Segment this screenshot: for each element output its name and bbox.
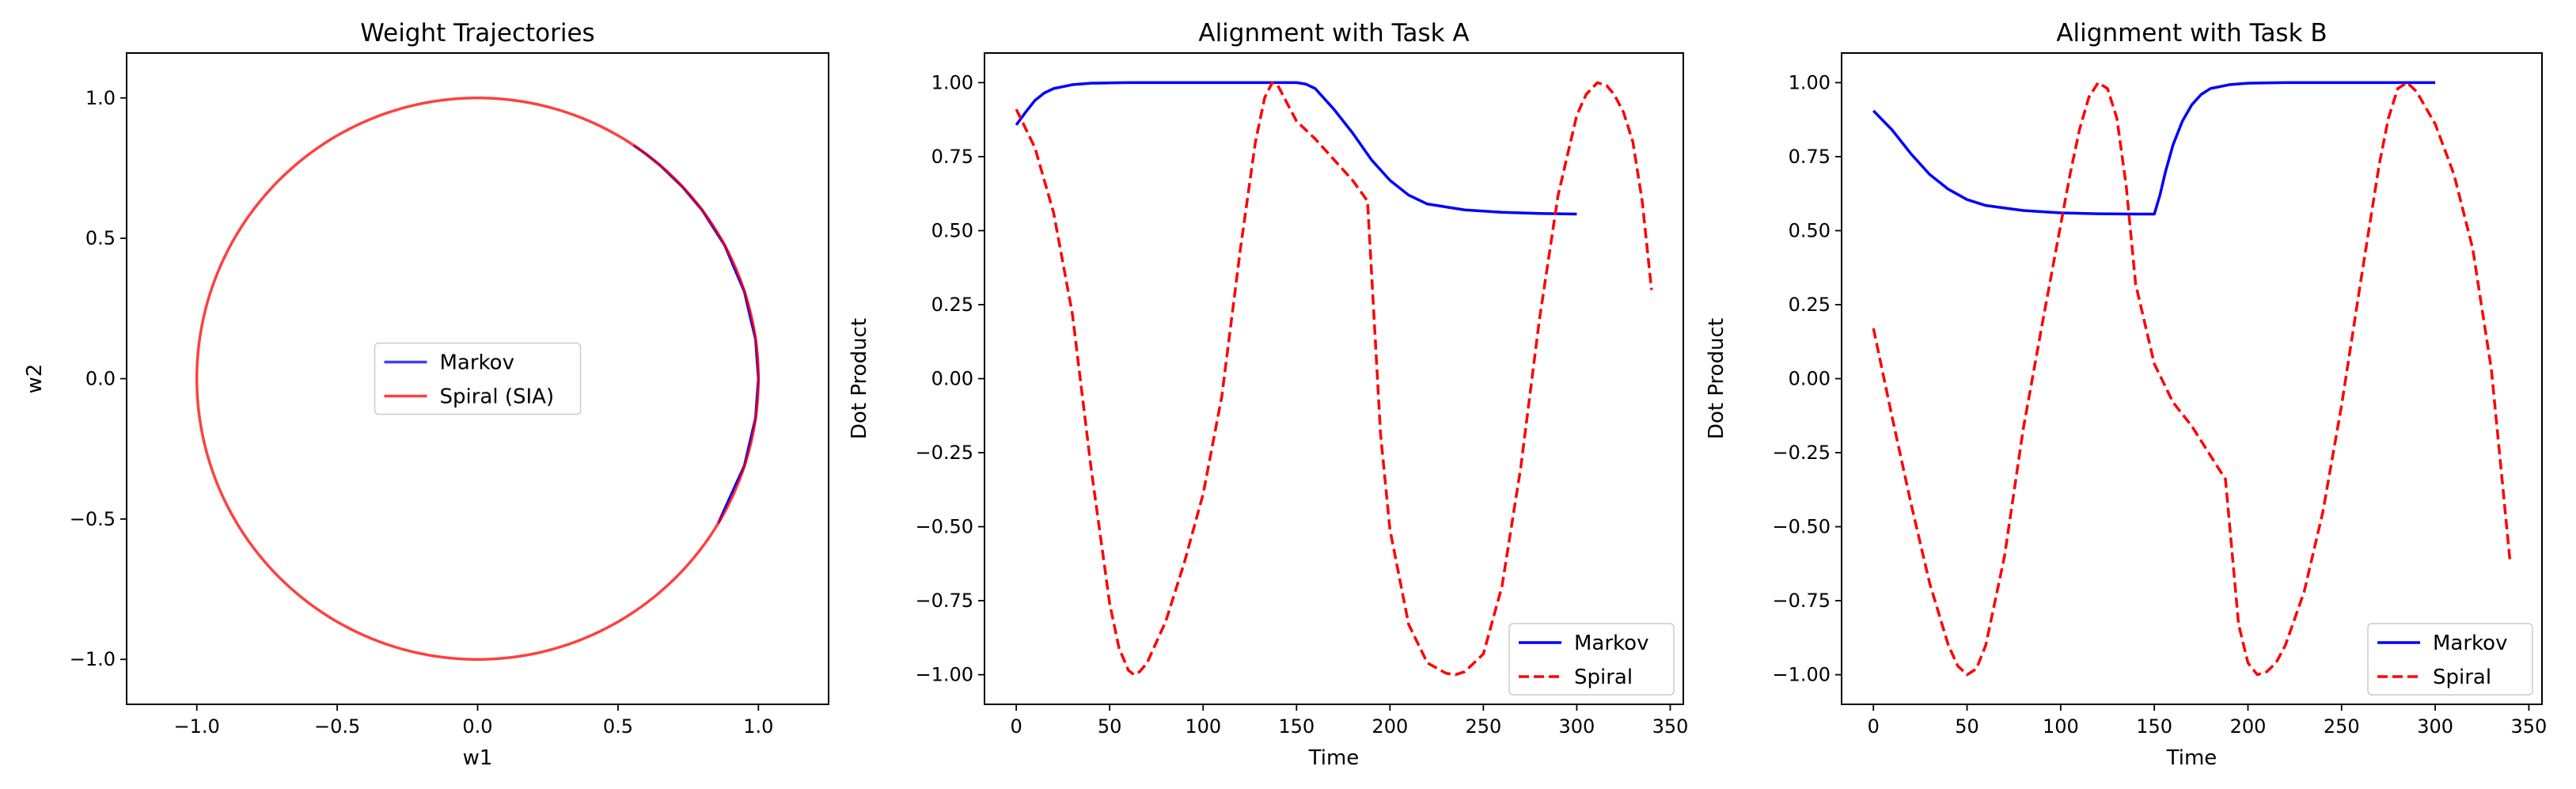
x-tick-label: 250 (1465, 715, 1501, 738)
x-tick-label: 350 (1652, 715, 1689, 738)
x-tick-label: 0.0 (462, 715, 492, 738)
y-tick-label: 0.0 (85, 368, 116, 390)
plot-area (1842, 53, 2542, 704)
series-1 (1015, 81, 1577, 216)
y-tick-label: 0.00 (931, 368, 973, 390)
y-tick-label: −1.00 (915, 664, 973, 686)
chart-2: 0 50 100 150 200 250 300 350 1.00 0.75 0.50 0.25 0.0… (848, 19, 1688, 770)
x-tick-label: 150 (1278, 715, 1315, 738)
x-tick-label: 0 (1868, 715, 1880, 738)
x-tick-label: 250 (2324, 715, 2360, 738)
series-line (1872, 81, 2512, 677)
y-tick-label: −0.75 (1772, 590, 1831, 612)
x-tick-label: 0 (1010, 715, 1022, 738)
y-tick-label: −1.0 (70, 648, 116, 670)
series-line (195, 97, 761, 661)
y-tick-label: 0.00 (1789, 368, 1831, 390)
y-tick-label: −0.25 (1772, 442, 1831, 464)
legend-label: Spiral (SIA) (440, 385, 555, 409)
series-2 (195, 97, 761, 661)
y-tick-label: 0.25 (931, 294, 973, 316)
plot-area (984, 53, 1683, 704)
y-tick-label: 1.00 (1789, 71, 1831, 93)
y-axis-label: Dot Product (1705, 318, 1728, 439)
y-tick-label: −0.50 (915, 516, 973, 538)
y-tick-label: 0.5 (85, 227, 116, 249)
y-axis-label: w2 (23, 364, 47, 394)
series-line (1872, 81, 2436, 216)
chart-title: Alignment with Task A (1198, 19, 1469, 47)
x-tick-label: 1.0 (743, 715, 773, 738)
y-tick-label: 1.00 (931, 71, 973, 93)
x-tick-label: 350 (2511, 715, 2548, 738)
legend-label: Markov (440, 351, 514, 375)
legend-label: Spiral (2433, 666, 2491, 689)
legend: Markov Spiral (1508, 623, 1675, 696)
y-tick-label: 0.75 (1789, 146, 1831, 168)
x-tick-label: 200 (1371, 715, 1408, 738)
y-tick-label: 0.50 (931, 219, 973, 241)
x-tick-label: 300 (2417, 715, 2453, 738)
legend-label: Markov (2433, 632, 2507, 655)
x-tick-label: 100 (1185, 715, 1221, 738)
y-axis-label: Dot Product (848, 318, 871, 439)
x-tick-label: 50 (1098, 715, 1122, 738)
y-tick-label: −0.5 (70, 508, 116, 530)
chart-title: Weight Trajectories (360, 19, 594, 47)
series-line (1015, 81, 1577, 216)
chart-3: 0 50 100 150 200 250 300 350 1.00 0.75 0.50 0.25 0.0… (1705, 19, 2547, 770)
series-line (1015, 81, 1653, 677)
y-tick-label: −0.50 (1772, 516, 1831, 538)
y-tick-label: −0.75 (915, 590, 973, 612)
y-tick-label: 0.75 (931, 146, 973, 168)
x-tick-label: 100 (2043, 715, 2079, 738)
y-tick-label: 0.50 (1789, 219, 1831, 241)
x-tick-label: 150 (2136, 715, 2172, 738)
chart-1: −1.0 −0.5 0.0 0.5 1.0 −1.0 −0.5 0.0 0.5 1.0 Weight… (23, 19, 829, 770)
x-axis-label: w1 (463, 746, 493, 770)
x-tick-label: 0.5 (603, 715, 633, 738)
y-tick-label: 1.0 (85, 87, 116, 109)
x-tick-label: 200 (2230, 715, 2267, 738)
legend-label: Spiral (1574, 666, 1633, 689)
legend-label: Markov (1574, 632, 1648, 655)
x-axis-label: Time (1308, 746, 1360, 770)
chart-title: Alignment with Task B (2056, 19, 2327, 47)
x-tick-label: −1.0 (174, 715, 220, 738)
x-axis-label: Time (2166, 746, 2217, 770)
y-tick-label: −1.00 (1772, 664, 1831, 686)
x-tick-label: −0.5 (314, 715, 360, 738)
x-tick-label: 50 (1955, 715, 1979, 738)
series-2 (1872, 81, 2512, 677)
legend: Markov Spiral (2367, 623, 2533, 696)
x-tick-label: 300 (1559, 715, 1595, 738)
series-2 (1015, 81, 1653, 677)
y-tick-label: 0.25 (1789, 294, 1831, 316)
y-tick-label: −0.25 (915, 442, 973, 464)
legend: Markov Spiral (SIA) (374, 342, 582, 415)
series-1 (1872, 81, 2436, 216)
